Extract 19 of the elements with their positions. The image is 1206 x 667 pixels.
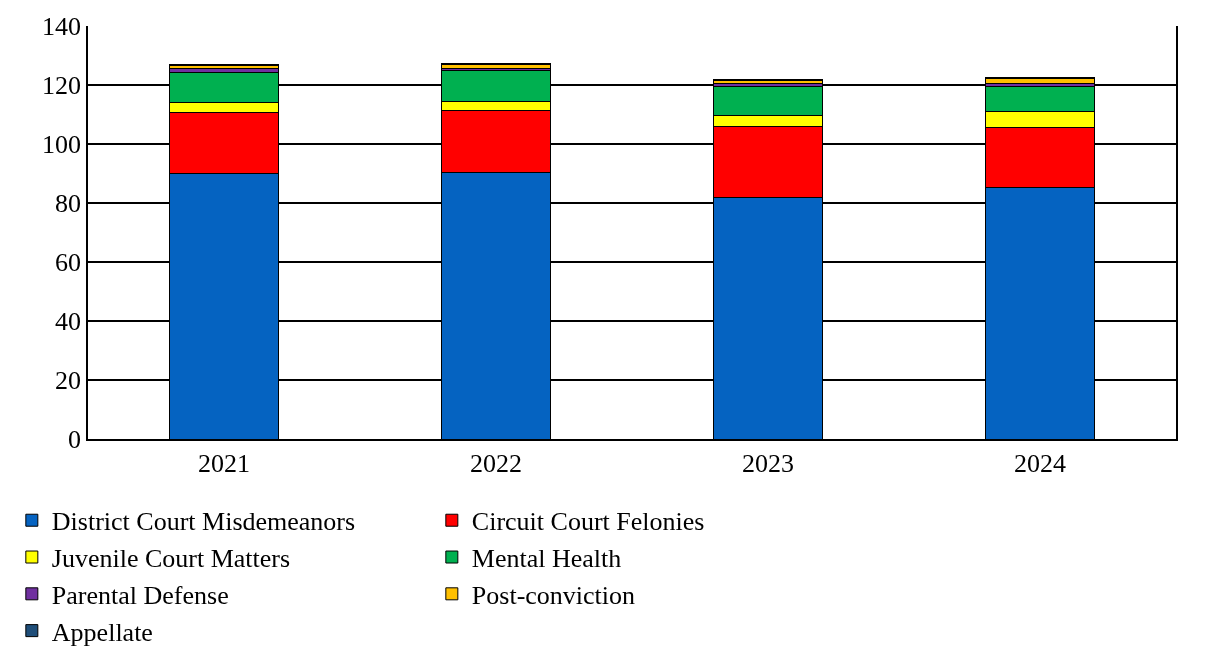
y-tick-label: 60 bbox=[55, 248, 82, 278]
x-tick-label: 2022 bbox=[470, 448, 522, 478]
y-tick-label: 0 bbox=[68, 425, 82, 455]
legend-label: Juvenile Court Matters bbox=[51, 544, 291, 574]
legend-label: District Court Misdemeanors bbox=[51, 507, 356, 537]
legend-label: Mental Health bbox=[471, 544, 622, 574]
x-tick-label: 2021 bbox=[198, 448, 250, 478]
y-tick-label: 20 bbox=[55, 366, 82, 396]
x-tick-label: 2023 bbox=[742, 448, 794, 478]
legend-label: Circuit Court Felonies bbox=[471, 507, 705, 537]
y-tick-label: 120 bbox=[42, 71, 82, 101]
y-tick-label: 100 bbox=[42, 130, 82, 160]
legend-label: Parental Defense bbox=[51, 580, 229, 610]
legend-label: Appellate bbox=[51, 617, 153, 647]
legend-label: Post-conviction bbox=[471, 580, 636, 610]
y-tick-label: 140 bbox=[42, 12, 82, 42]
x-tick-label: 2024 bbox=[1014, 448, 1066, 478]
y-tick-label: 80 bbox=[55, 189, 82, 219]
y-tick-label: 40 bbox=[55, 307, 82, 337]
